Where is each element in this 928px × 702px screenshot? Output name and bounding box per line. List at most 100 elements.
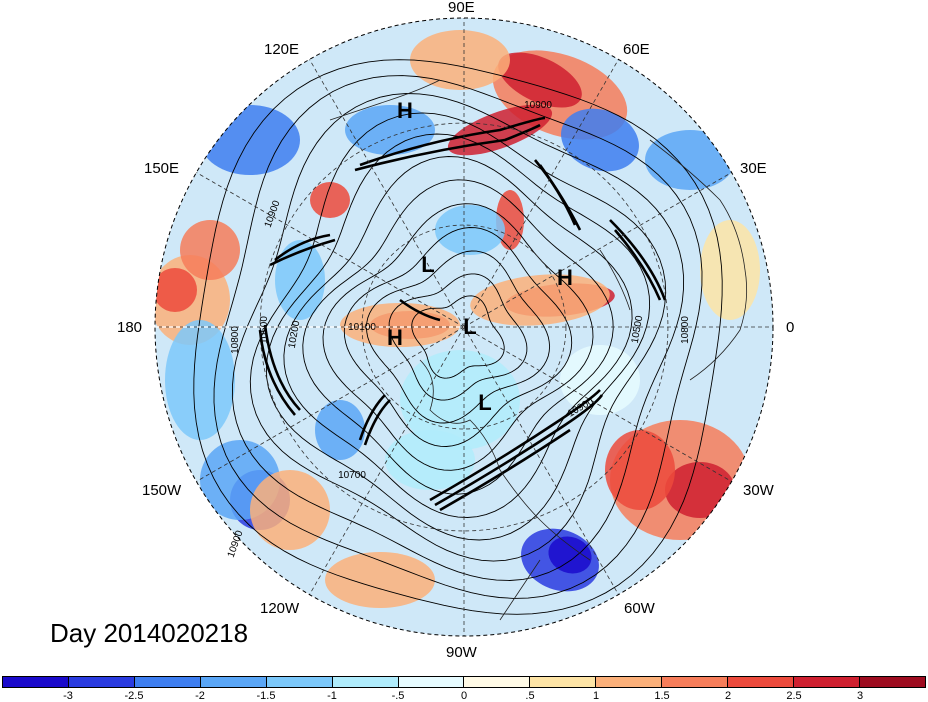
lon-label-90w: 90W [446,644,477,661]
coastline [599,249,631,311]
anomaly-patch [645,130,735,190]
colorbar-swatch [662,677,729,687]
colorbar-tick-label: 1.5 [654,690,670,702]
colorbar [2,676,926,688]
anomaly-patch [155,268,197,312]
coastline [499,469,591,561]
anomaly-patch [325,552,435,608]
height-contour [302,179,614,495]
jet-contour [363,399,391,446]
contour-value-label: 10200 [287,319,303,349]
lon-label-60w: 60W [624,600,655,617]
height-contour [213,75,703,599]
anomaly-patch [340,303,460,347]
coastline [329,79,441,121]
jet-contour [359,116,546,167]
lon-label-90e: 90E [448,0,475,16]
contour-value-label: 10500 [630,314,646,344]
colorbar-tick-label: -.5 [391,690,405,702]
jet-contour [263,324,301,411]
lon-label-120w: 120W [260,600,300,617]
anomaly-patch [180,220,240,280]
contour-value-label: 10900 [524,100,552,111]
jet-contour [269,238,336,267]
meridian-line [463,326,619,595]
height-contour [231,93,685,581]
coastline [649,139,746,271]
contour-value-label: 10500 [259,316,270,344]
meridian-line [309,59,465,328]
colorbar-swatch [3,677,69,687]
colorbar-swatch [728,677,795,687]
colorbar-tick-label: 2.5 [786,690,802,702]
colorbar-tick-label: .5 [525,690,535,702]
anomaly-patch [165,320,235,440]
anomaly-patch [385,430,475,490]
jet-contour [354,123,541,172]
colorbar-tick-label: 2 [724,690,732,702]
contour-value-label: 10900 [226,529,246,559]
anomaly-patch [700,220,760,320]
pressure-system-label: L [463,314,476,339]
meridian-line [463,59,619,328]
lon-label-30e: 30E [740,160,767,177]
lon-label-180: 180 [117,319,143,336]
colorbar-swatch [794,677,860,687]
anomaly-patch [275,240,325,320]
anomaly-patch [561,108,639,172]
jet-contour [399,298,441,322]
coastline [689,269,748,381]
colorbar-tick-label: -1.5 [256,690,276,702]
lon-label-30w: 30W [743,482,774,499]
colorbar-swatch [859,677,925,687]
contour-value-label: 10800 [680,316,691,344]
meridian-line [463,326,732,482]
meridian-line [196,172,465,328]
anomaly-patch [470,274,610,326]
lon-label-60e: 60E [623,41,650,58]
contour-value-label: 10800 [230,326,241,354]
anomaly-field [155,18,773,636]
meridian-line [196,326,465,482]
colorbar-swatch [266,677,333,687]
anomaly-patch [498,52,582,108]
colorbar-tick-label: -3 [63,690,73,702]
jet-contour [609,219,667,301]
meridian-line [463,172,732,328]
pressure-system-label: H [397,98,413,123]
lon-label-120e: 120E [264,41,300,58]
pressure-system-label: L [421,252,434,277]
latitude-circle [361,224,567,430]
anomaly-patch [548,536,592,574]
jet-contour [614,229,662,301]
anomaly-patch [250,470,330,550]
anomaly-patch [560,345,640,415]
pressure-system-label: L [478,390,491,415]
jet-contour [258,329,296,416]
jet-contour [358,394,386,441]
meridian-line [309,326,465,595]
colorbar-swatch [200,677,267,687]
anomaly-patch [410,30,510,90]
anomaly-patch [435,205,505,255]
lon-label-0: 0 [786,319,795,336]
jet-contour [538,164,582,231]
contour-value-label: 10700 [338,470,366,481]
jet-contour [439,428,571,512]
pressure-system-label: H [557,265,573,290]
day-title: Day 2014020218 [50,618,249,648]
coastline [499,559,541,621]
jet-contour [274,233,331,262]
height-contour [193,59,723,615]
jet-contour [434,394,604,507]
colorbar-tick-label: -1 [327,690,337,702]
colorbar-swatch [464,677,531,687]
jet-contour [429,389,601,502]
coastline [419,359,501,471]
colorbar-tick-label: -2.5 [124,690,144,702]
colorbar-swatch [596,677,663,687]
anomaly-patch [310,182,350,218]
pressure-system-label: H [387,325,403,350]
colorbar-swatch [530,677,597,687]
